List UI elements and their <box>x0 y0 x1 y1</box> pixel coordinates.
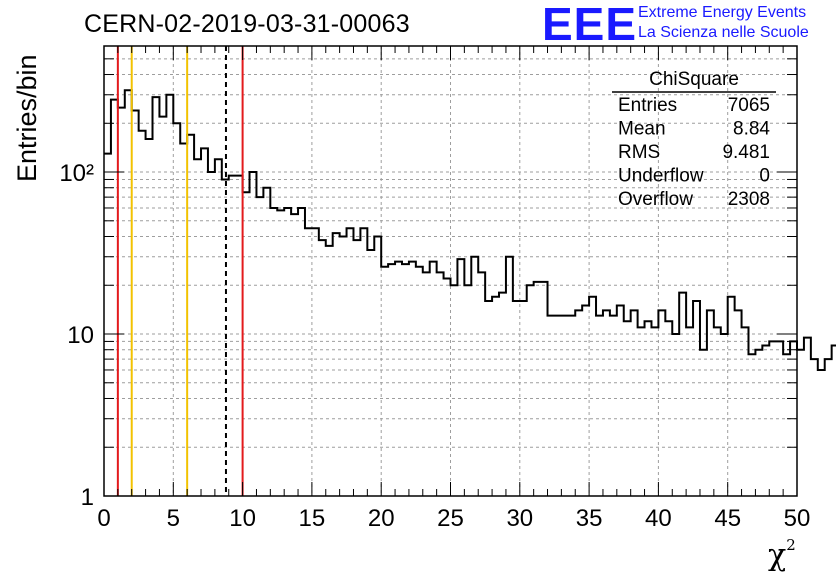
x-tick-label: 50 <box>784 505 811 532</box>
eee-caption-line-2: La Scienza nelle Scuole <box>638 24 809 41</box>
x-axis-label-text: χ <box>768 538 787 573</box>
y-axis-label: Entries/bin <box>12 54 42 182</box>
x-tick-label: 25 <box>437 505 464 532</box>
stats-row-value: 2308 <box>728 189 770 210</box>
stats-row-label: Mean <box>618 119 666 140</box>
y-axis-label-wrap: Entries/bin <box>6 54 46 190</box>
stats-box-title: ChiSquare <box>649 69 739 90</box>
x-tick-label: 35 <box>576 505 603 532</box>
x-tick-label: 30 <box>506 505 533 532</box>
x-tick-label: 45 <box>714 505 741 532</box>
histogram-layer <box>104 89 836 371</box>
grid-layer <box>104 45 797 496</box>
stats-row-value: 0 <box>759 166 770 187</box>
stats-row-value: 9.481 <box>722 142 770 163</box>
stats-row-label: Overflow <box>618 189 693 210</box>
x-tick-label: 40 <box>645 505 672 532</box>
x-tick-label: 20 <box>368 505 395 532</box>
tick-labels: 0 5 10 15 20 25 30 35 40 45 50 1 10 10² <box>59 160 810 532</box>
run-title: CERN-02-2019-03-31-00063 <box>84 10 410 38</box>
stats-row-label: Entries <box>618 95 677 116</box>
x-tick-label: 5 <box>167 505 180 532</box>
stats-row-value: 7065 <box>728 95 770 116</box>
y-tick-label: 1 <box>81 484 94 511</box>
tick-marks <box>103 45 798 497</box>
marker-lines-layer <box>116 46 244 496</box>
eee-caption-line-1: Extreme Energy Events <box>638 4 807 21</box>
x-axis-label-superscript: 2 <box>786 536 796 554</box>
x-axis-label: χ2 <box>768 536 796 573</box>
histogram-outline <box>104 89 836 371</box>
x-tick-label: 15 <box>299 505 326 532</box>
stats-row-label: Underflow <box>618 166 704 187</box>
x-tick-label: 0 <box>97 505 110 532</box>
eee-logo: EEE <box>542 0 638 50</box>
y-tick-label: 10 <box>67 322 94 349</box>
eee-logo-caption: Extreme Energy Events La Scienza nelle S… <box>638 3 809 43</box>
y-tick-label: 10² <box>59 160 94 187</box>
stats-box: ChiSquare Entries 7065 Mean 8.84 RMS 9.481 Unde… <box>612 69 776 210</box>
stats-row-label: RMS <box>618 142 660 163</box>
stats-row-value: 8.84 <box>733 119 770 140</box>
x-tick-label: 10 <box>229 505 256 532</box>
